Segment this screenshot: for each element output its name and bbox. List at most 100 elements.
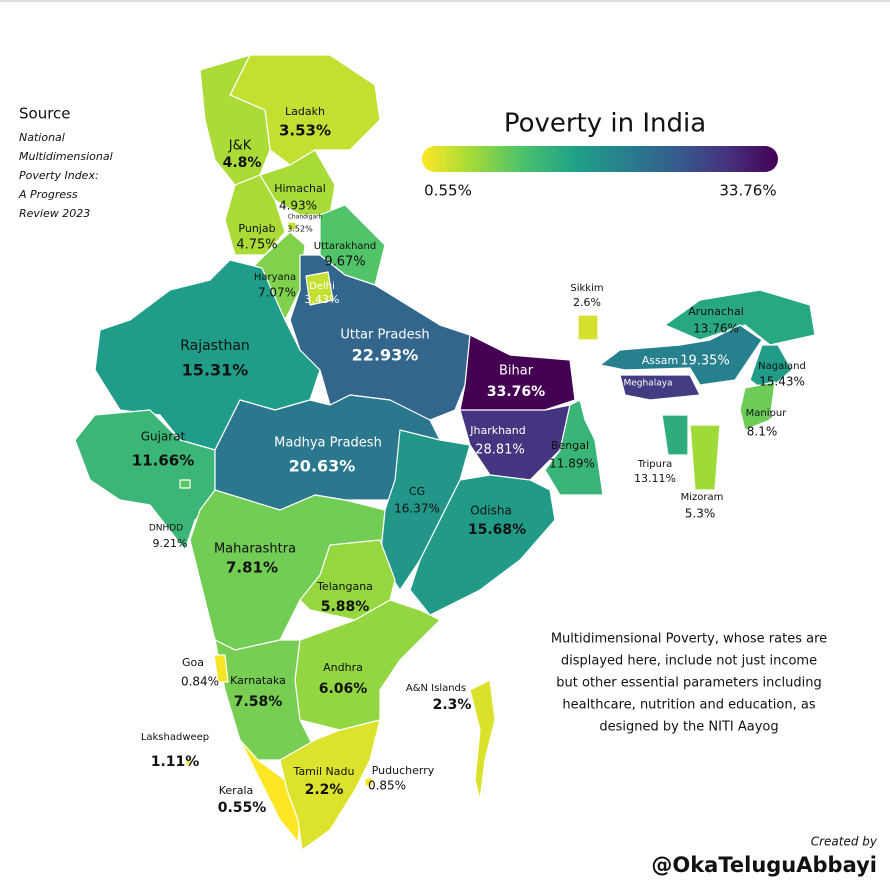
region-name: Tripura [637,459,672,470]
region-name: Mizoram [681,492,724,503]
credit-handle: @OkaTeluguAbbayi [651,853,877,877]
region-name: Delhi [309,281,335,292]
region-value: 3.53% [279,122,331,140]
region-value: 15.31% [182,361,249,380]
region-value: 0.85% [368,779,406,793]
region [619,374,701,401]
region-value: 19.35% [680,354,730,369]
region [294,599,441,731]
region-name: Odisha [470,504,512,518]
note-line: designed by the NITI Aayog [599,720,778,735]
region [544,399,604,496]
region-name: Karnataka [230,674,286,687]
region-value: 11.66% [132,452,194,470]
region [213,654,229,683]
region-name: Manipur [746,408,788,419]
region-value: 9.21% [153,537,188,550]
region [185,759,192,766]
region-value: 9.67% [324,255,365,270]
region-name: Assam [642,354,678,367]
region-name: Meghalaya [623,379,672,389]
region-value: 4.75% [236,238,277,253]
region-value: 3.43% [305,293,340,306]
region-value: 5.88% [321,599,370,615]
region-value: 11.89% [549,457,595,471]
region-name: Maharashtra [214,542,296,557]
region-name: Goa [182,656,204,669]
region [287,221,297,231]
region-name: Arunachal [688,305,744,318]
note: Multidimensional Poverty, whose rates ar… [551,632,827,735]
region-value: 5.3% [685,507,716,521]
region-name: Nagaland [758,361,806,372]
region-name: Uttar Pradesh [340,328,429,343]
region-name: Jharkhand [469,424,526,437]
region-name: Haryana [254,272,296,283]
source-text: National Multidimensional Poverty Index: A … [18,131,113,220]
region-value: 33.76% [487,384,545,400]
region-name: Punjab [238,222,275,235]
region-value: 15.68% [468,522,526,538]
region-name: Kerala [219,784,254,797]
region-value: 22.93% [352,346,419,365]
region-value: 0.55% [218,800,267,816]
region-name: CG [409,485,425,498]
region [74,409,216,551]
region [179,479,191,489]
region-name: Chandigarh [288,214,323,221]
note-line: but other essential parameters including [556,676,821,691]
region [279,719,381,851]
region-value: 16.37% [394,502,440,516]
region [305,271,334,306]
legend-min-label: 0.55% [424,182,472,200]
region-value: 13.11% [634,472,676,485]
region-name: Gujarat [141,430,186,444]
region [199,54,271,186]
source-heading: Source [19,105,71,123]
source-line: National [19,131,65,144]
region-name: Himachal [274,182,326,195]
region-value: 7.81% [226,559,278,577]
region-value: 4.8% [223,155,262,171]
region-value: 4.93% [279,199,317,213]
region [664,289,816,346]
region-value: 7.07% [258,286,296,300]
region-name: DNHDD [149,524,183,534]
region-name: Uttarakhand [314,241,376,252]
region-name: Andhra [323,661,363,674]
region-value: 0.84% [181,675,219,689]
source-line: Poverty Index: [19,169,99,182]
region-value: 2.3% [433,697,472,713]
region [577,314,599,341]
region-value: 20.63% [289,457,356,476]
region [364,777,374,787]
map [74,54,816,851]
region-value: 3.52% [287,225,313,234]
region [409,474,556,616]
region-name: J&K [228,139,252,154]
region-name: Bengal [551,439,589,452]
region-value: 1.11% [151,754,200,770]
region [469,679,496,801]
region [459,404,571,481]
region [599,324,763,386]
region [224,174,286,256]
legend-bar [422,146,778,172]
region-name: A&N Islands [406,683,466,694]
region-value: 2.6% [573,296,601,309]
source-line: A Progress [18,188,78,201]
region [214,639,316,761]
region [689,424,721,491]
region-value: 2.2% [305,782,344,798]
region-name: Bihar [499,364,534,379]
region-value: 13.76% [693,322,739,336]
region [749,344,793,393]
region-name: Ladakh [285,105,325,118]
region-name: Telangana [316,580,373,593]
region-name: Lakshadweep [141,732,209,743]
region-name: Puducherry [372,764,435,777]
region [661,414,689,456]
region-name: Madhya Pradesh [274,436,382,451]
region-value: 8.1% [747,425,778,439]
